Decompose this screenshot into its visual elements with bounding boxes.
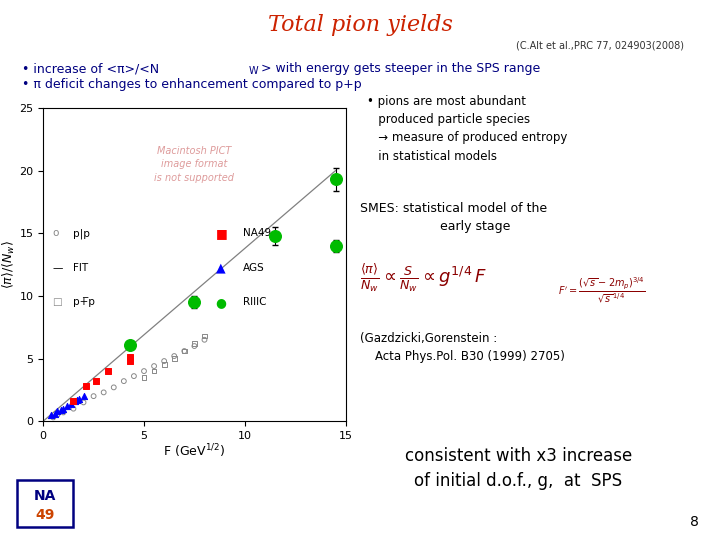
Point — [189, 339, 200, 348]
Text: RIIIC: RIIIC — [243, 297, 266, 307]
Text: • π deficit changes to enhancement compared to p+p: • π deficit changes to enhancement compa… — [22, 78, 361, 91]
Text: (C.Alt et al.,PRC 77, 024903(2008): (C.Alt et al.,PRC 77, 024903(2008) — [516, 40, 684, 51]
Text: 8: 8 — [690, 515, 698, 529]
Text: —: — — [53, 263, 63, 273]
FancyBboxPatch shape — [17, 481, 73, 526]
Text: • increase of <π>/<N: • increase of <π>/<N — [22, 62, 158, 75]
Point — [62, 402, 73, 410]
Text: p|p: p|p — [73, 228, 90, 239]
Point — [199, 335, 210, 344]
Text: AGS: AGS — [243, 263, 264, 273]
Point — [330, 241, 341, 250]
Point — [98, 388, 109, 397]
Point — [168, 352, 180, 360]
Text: $\frac{\langle\pi\rangle}{N_w} \propto \frac{S}{N_w} \propto g^{1/4}\,F$: $\frac{\langle\pi\rangle}{N_w} \propto \… — [360, 262, 487, 295]
Point — [55, 406, 67, 414]
X-axis label: F (GeV$^{1/2}$): F (GeV$^{1/2}$) — [163, 442, 225, 460]
Point — [68, 397, 79, 406]
Point — [68, 404, 79, 413]
Text: NA49: NA49 — [243, 228, 271, 238]
Point — [148, 362, 160, 370]
Point — [179, 347, 190, 355]
Point — [138, 373, 150, 382]
Text: (Gazdzicki,Gorenstein :
    Acta Phys.Pol. B30 (1999) 2705): (Gazdzicki,Gorenstein : Acta Phys.Pol. B… — [360, 332, 565, 362]
Text: Macintosh PICT
image format
is not supported: Macintosh PICT image format is not suppo… — [154, 146, 235, 183]
Text: consistent with x3 increase
of initial d.o.f., g,  at  SPS: consistent with x3 increase of initial d… — [405, 447, 632, 490]
Point — [58, 408, 69, 417]
Point — [72, 396, 84, 404]
Text: W: W — [248, 66, 258, 76]
Text: o: o — [53, 228, 58, 238]
Point — [158, 361, 170, 369]
Point — [189, 298, 200, 307]
Point — [50, 409, 61, 418]
Point — [199, 332, 210, 340]
Point — [124, 353, 135, 362]
Text: FIT: FIT — [73, 263, 89, 273]
Text: • pions are most abundant
   produced particle species
   → measure of produced : • pions are most abundant produced parti… — [367, 94, 567, 163]
Point — [45, 410, 57, 419]
Point — [78, 398, 89, 407]
Point — [330, 175, 341, 184]
Text: > with energy gets steeper in the SPS range: > with energy gets steeper in the SPS ra… — [261, 62, 540, 75]
Text: $F' = \dfrac{(\sqrt{s}-2m_p)^{3/4}}{\sqrt{s}^{\,1/4}}$: $F' = \dfrac{(\sqrt{s}-2m_p)^{3/4}}{\sqr… — [558, 275, 646, 305]
Point — [118, 377, 130, 386]
Point — [88, 392, 99, 401]
Point — [158, 357, 170, 366]
Point — [124, 357, 135, 366]
Text: □: □ — [53, 297, 62, 307]
Point — [90, 377, 102, 386]
Text: ▲: ▲ — [215, 261, 225, 274]
Point — [108, 383, 120, 391]
Text: ■: ■ — [215, 227, 228, 240]
Text: Total pion yields: Total pion yields — [268, 14, 452, 36]
Point — [148, 367, 160, 375]
Point — [179, 347, 190, 355]
Point — [80, 382, 91, 390]
Point — [66, 400, 77, 408]
Point — [70, 397, 81, 406]
Point — [102, 367, 114, 375]
Point — [73, 394, 85, 403]
Point — [78, 392, 89, 401]
Point — [189, 342, 200, 350]
Point — [138, 367, 150, 375]
Text: ●: ● — [215, 296, 227, 309]
Text: SMES: statistical model of the
           early stage: SMES: statistical model of the early sta… — [360, 202, 547, 233]
Point — [48, 413, 59, 422]
Point — [52, 410, 63, 419]
Point — [168, 354, 180, 363]
Point — [58, 404, 69, 413]
Y-axis label: $\langle\pi\rangle/\langle N_w\rangle$: $\langle\pi\rangle/\langle N_w\rangle$ — [1, 240, 17, 289]
Text: NA: NA — [34, 489, 56, 503]
Text: p+̅p: p+̅p — [73, 297, 95, 307]
Point — [52, 407, 63, 415]
Point — [128, 372, 140, 380]
Point — [269, 232, 281, 240]
Text: 49: 49 — [35, 508, 55, 522]
Point — [124, 340, 135, 349]
